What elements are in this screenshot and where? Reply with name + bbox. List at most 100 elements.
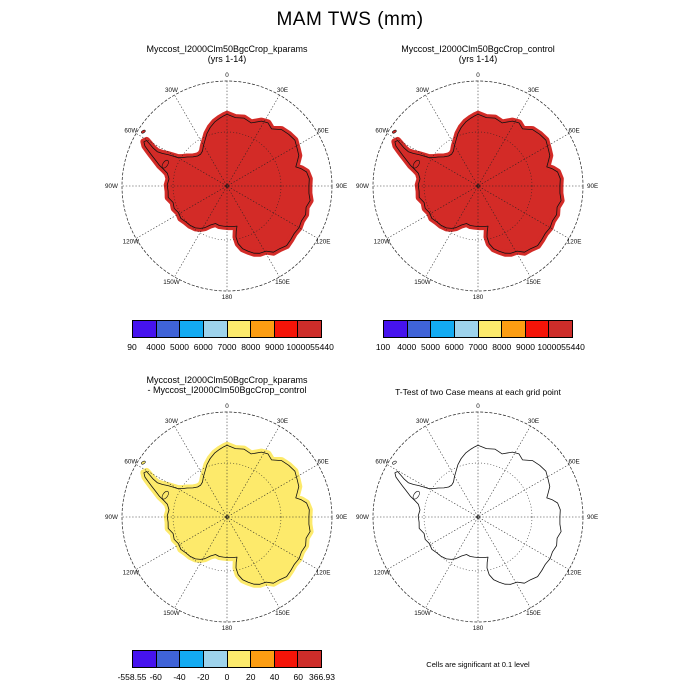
lon-label-60E: 60E [318, 128, 329, 135]
lon-label-150W: 150W [414, 279, 431, 286]
lon-label-90W: 90W [356, 183, 369, 190]
colorbar-segment [156, 321, 181, 337]
lon-label-0: 0 [225, 403, 229, 410]
panel-title: Myccost_I2000Clm50BgcCrop_kparams - Mycc… [89, 375, 365, 395]
panel-title-line1: Myccost_I2000Clm50BgcCrop_kparams [146, 375, 308, 385]
lon-label-30E: 30E [528, 87, 539, 94]
lon-label-180: 180 [473, 625, 484, 632]
colorbar-tick-label: 90 [127, 342, 137, 352]
lon-label-120W: 120W [374, 239, 391, 246]
panel-title-line1: Myccost_I2000Clm50BgcCrop_kparams [146, 44, 308, 54]
antarctica-map-ttest: 0 30E 60E 90E 120E 150E 180 150W 120W 90W 60W 30W [356, 403, 598, 632]
lon-label-30W: 30W [416, 87, 429, 94]
lon-label-60W: 60W [375, 459, 388, 466]
colorbar-tick-label: 20 [246, 672, 256, 682]
colorbar-tick-label: 4000 [146, 342, 166, 352]
colorbar-tick-label: 5000 [170, 342, 189, 352]
colorbar-tick-label: -60 [149, 672, 162, 682]
colorbar-kparams: 90 4000 5000 6000 7000 8000 9000 10000 55440 [127, 320, 334, 352]
panel-ttest: T-Test of two Case means at each grid po… [350, 373, 606, 700]
colorbar-tick-label: 10000 [286, 342, 311, 352]
colorbar-tick-label: 55440 [310, 342, 334, 352]
colorbar-segment [478, 321, 503, 337]
lon-label-90E: 90E [587, 183, 598, 190]
colorbar-tick-label: 5000 [421, 342, 440, 352]
antarctica-coastline [394, 444, 562, 585]
lon-label-120W: 120W [374, 570, 391, 577]
lon-label-150W: 150W [414, 610, 431, 617]
colorbar-segment [180, 651, 204, 667]
figure-title: MAM TWS (mm) [276, 9, 424, 30]
lon-label-120E: 120E [567, 570, 582, 577]
lon-label-150E: 150E [526, 610, 541, 617]
lon-label-30W: 30W [416, 418, 429, 425]
lon-label-90E: 90E [587, 514, 598, 521]
lon-label-90E: 90E [336, 183, 347, 190]
lon-label-150E: 150E [526, 279, 541, 286]
lon-label-120W: 120W [123, 570, 140, 577]
colorbar-segment [251, 651, 275, 667]
latitude-circle-inner [423, 462, 533, 572]
antarctica-coastline [143, 113, 311, 254]
colorbar-segment [251, 321, 275, 337]
colorbar-segment [133, 651, 157, 667]
panel-kparams: Myccost_I2000Clm50BgcCrop_kparams (yrs 1… [99, 42, 355, 373]
island-outline [161, 159, 169, 169]
colorbar-tick-label: 60 [293, 672, 303, 682]
lon-label-30W: 30W [165, 87, 178, 94]
colorbar-tick-label: 4000 [397, 342, 417, 352]
colorbar-tick-label: 7000 [468, 342, 488, 352]
lon-label-120E: 120E [316, 570, 331, 577]
colorbar-segment [454, 321, 479, 337]
colorbar-tick-label: -558.55 [117, 672, 147, 682]
colorbar-tick-labels: 90 4000 5000 6000 7000 8000 9000 10000 55440 [127, 342, 334, 352]
latitude-circle-60s [372, 411, 584, 623]
island-outline [141, 129, 146, 134]
colorbar-tick-labels: 100 4000 5000 6000 7000 8000 9000 10000 55440 [376, 342, 585, 352]
antarctica-coastline [394, 113, 562, 254]
lon-label-90W: 90W [356, 514, 369, 521]
colorbar-difference: -558.55 -60 -40 -20 0 20 40 60 366.93 [118, 650, 335, 682]
colorbar-tick-label: 8000 [492, 342, 512, 352]
panel-title-line2: - Myccost_I2000Clm50BgcCrop_control [147, 385, 307, 395]
lon-label-150E: 150E [275, 610, 290, 617]
lon-label-150E: 150E [275, 279, 290, 286]
antarctica-coastline [143, 444, 311, 585]
lon-label-30E: 30E [277, 87, 288, 94]
colorbar-tick-label: 0 [224, 672, 230, 682]
antarctica-map-difference: 0 30E 60E 90E 120E 150E 180 150W 120W 90W 60W 30W [105, 403, 347, 632]
colorbar-tick-label: 366.93 [309, 672, 335, 682]
lon-label-90W: 90W [105, 183, 118, 190]
colorbar-segment [298, 321, 321, 337]
colorbar-segments [383, 320, 573, 338]
colorbar-tick-label: -40 [173, 672, 186, 682]
lon-label-150W: 150W [163, 279, 180, 286]
colorbar-tick-label: 40 [269, 672, 280, 682]
colorbar-segment [156, 651, 181, 667]
panel-title: Myccost_I2000Clm50BgcCrop_kparams (yrs 1… [89, 44, 365, 64]
colorbar-segment [203, 651, 228, 667]
latitude-circle-60s [121, 411, 333, 623]
latitude-circle-inner [172, 462, 282, 572]
latitude-circle-60s [121, 80, 333, 292]
island-outline [141, 460, 146, 465]
lon-label-30E: 30E [277, 418, 288, 425]
colorbar-tick-label: 9000 [516, 342, 535, 352]
colorbar-tick-label: -20 [197, 672, 210, 682]
colorbar-tick-label: 7000 [217, 342, 237, 352]
lon-label-60E: 60E [569, 128, 580, 135]
lon-label-180: 180 [473, 294, 484, 301]
significance-note: Cells are significant at 0.1 level [426, 660, 530, 669]
colorbar-segment [502, 321, 526, 337]
lon-label-180: 180 [222, 625, 233, 632]
panel-title-line2: (yrs 1-14) [207, 54, 247, 64]
panel-title: Myccost_I2000Clm50BgcCrop_control (yrs 1… [340, 44, 616, 64]
island-outline [412, 159, 420, 169]
colorbar-segment [298, 651, 321, 667]
antarctica-map-control: 0 30E 60E 90E 120E 150E 180 150W 120W 90W 60W 30W [356, 72, 598, 301]
colorbar-segment [549, 321, 572, 337]
colorbar-tick-label: 10000 [537, 342, 562, 352]
colorbar-tick-label: 55440 [561, 342, 585, 352]
lon-label-30E: 30E [528, 418, 539, 425]
